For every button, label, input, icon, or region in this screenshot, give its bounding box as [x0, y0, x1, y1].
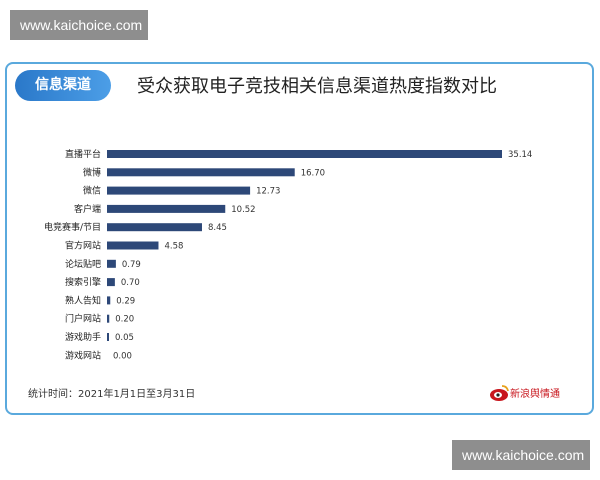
watermark-top: www.kaichoice.com: [10, 10, 148, 40]
bar: [107, 150, 502, 158]
category-label: 微信: [83, 185, 101, 197]
value-label: 0.20: [115, 315, 134, 325]
sina-eye-logo-icon: [490, 385, 509, 401]
value-label: 16.70: [301, 168, 325, 178]
bar: [107, 314, 110, 323]
bar: [107, 204, 226, 213]
category-label: 游戏助手: [65, 331, 101, 343]
chart-card: 信息渠道 受众获取电子竞技相关信息渠道热度指数对比: [5, 62, 594, 415]
logo-text: 新浪舆情通: [510, 389, 560, 400]
watermark-bottom: www.kaichoice.com: [452, 440, 590, 470]
bar: [107, 186, 251, 195]
category-tag: 信息渠道: [15, 70, 111, 101]
category-label: 论坛贴吧: [65, 258, 101, 270]
value-label: 8.45: [208, 223, 227, 233]
category-label: 熟人告知: [65, 294, 101, 306]
category-label: 直播平台: [65, 148, 101, 160]
category-label: 游戏网站: [65, 349, 101, 361]
bar: [107, 168, 295, 177]
bar: [107, 241, 159, 250]
value-label: 35.14: [508, 150, 532, 160]
bar: [107, 333, 109, 341]
stat-period-note: 统计时间：2021年1月1日至3月31日: [28, 389, 196, 400]
bar: [107, 296, 111, 305]
category-label: 客户端: [74, 203, 101, 215]
category-label: 官方网站: [65, 240, 101, 252]
category-label: 电竞赛事/节目: [44, 221, 101, 233]
bar: [107, 223, 202, 232]
category-label: 门户网站: [65, 313, 101, 325]
bar: [107, 259, 116, 268]
value-label: 0.29: [116, 296, 135, 306]
category-label: 搜索引擎: [65, 276, 101, 288]
value-label: 0.05: [115, 333, 134, 343]
value-label: 0.70: [121, 278, 140, 288]
value-label: 4.58: [164, 242, 183, 252]
value-label: 12.73: [256, 187, 280, 197]
value-label: 10.52: [231, 205, 255, 215]
category-label: 微博: [83, 166, 101, 178]
bar: [107, 278, 115, 287]
sina-logo: 新浪舆情通: [488, 382, 568, 404]
value-label: 0.79: [122, 260, 141, 270]
value-label: 0.00: [113, 351, 132, 361]
chart-title: 受众获取电子竞技相关信息渠道热度指数对比: [137, 76, 497, 97]
